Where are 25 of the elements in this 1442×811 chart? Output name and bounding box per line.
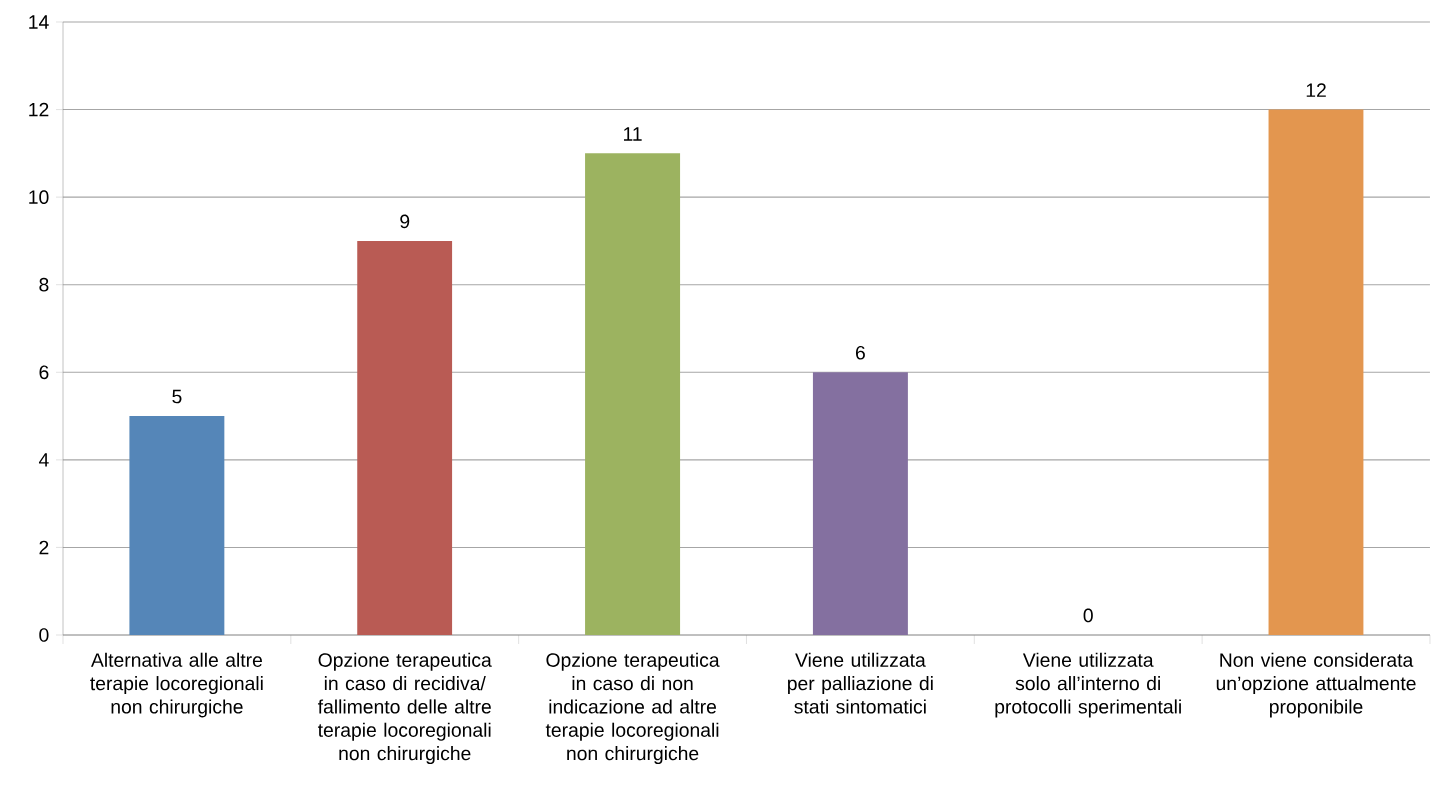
y-tick-label: 8 xyxy=(39,277,49,292)
bar xyxy=(585,153,681,635)
bar xyxy=(812,372,908,635)
y-tick-label: 4 xyxy=(38,453,49,467)
y-tick-label: 12 xyxy=(29,102,49,117)
y-tick-label: 2 xyxy=(39,540,49,555)
x-tick-label: Opzione terapeutica in caso di recidiva/ fallimento delle altre terapie locoregionali non chirurgiche xyxy=(317,652,492,765)
x-tick-label: Alternativa alle altre terapie locoregionali non chirurgiche xyxy=(90,652,263,718)
y-tick-label: 10 xyxy=(29,190,49,204)
bar xyxy=(1268,109,1364,635)
y-tick-label: 14 xyxy=(29,15,49,29)
x-tick-label: Opzione terapeutica in caso di non indicazione ad altre terapie locoregionali non chirurgiche xyxy=(545,652,720,765)
data-label: 6 xyxy=(856,345,865,360)
bar xyxy=(357,240,453,635)
data-label: 0 xyxy=(1083,608,1093,623)
data-label: 12 xyxy=(1306,83,1326,97)
data-label: 5 xyxy=(172,389,182,404)
x-tick-label: Viene utilizzata solo all’interno di protocolli sperimentali xyxy=(995,652,1181,718)
bar xyxy=(129,416,225,635)
x-tick-label: Viene utilizzata per palliazione di stati sintomatici xyxy=(788,652,933,714)
data-label: 11 xyxy=(623,127,642,141)
y-tick-label: 0 xyxy=(39,628,49,642)
data-label: 9 xyxy=(400,214,410,229)
y-tick-label: 6 xyxy=(39,365,49,380)
x-tick-label: Non viene considerata un’opzione attualmente proponibile xyxy=(1216,652,1416,718)
